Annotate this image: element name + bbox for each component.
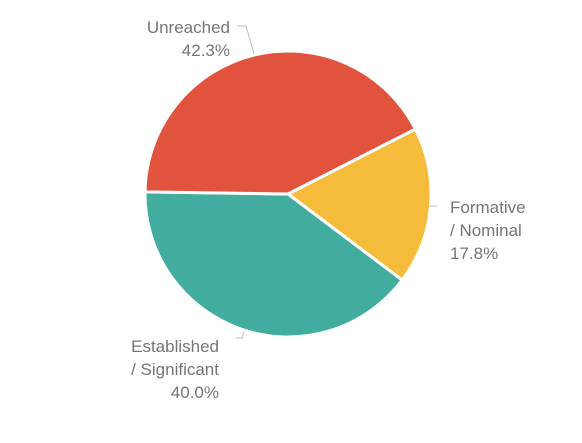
leader-line-established-significant bbox=[236, 331, 245, 339]
leader-line-unreached bbox=[237, 25, 255, 55]
slice-label-established-significant: Established / Significant 40.0% bbox=[131, 337, 219, 402]
slice-name-established-significant: Established bbox=[131, 337, 219, 356]
pie-slices bbox=[143, 49, 433, 339]
slice-percent-formative-nominal: 17.8% bbox=[450, 244, 498, 263]
pie-slice-unreached bbox=[143, 49, 417, 196]
pie-slice-established-significant bbox=[143, 190, 404, 339]
slice-labels: Formative / Nominal 17.8% Established / Sign… bbox=[131, 18, 525, 402]
slice-name-formative-nominal: / Nominal bbox=[450, 221, 522, 240]
slice-percent-established-significant: 40.0% bbox=[171, 383, 219, 402]
leader-lines bbox=[236, 25, 437, 339]
slice-name-formative-nominal: Formative bbox=[450, 198, 526, 217]
slice-label-formative-nominal: Formative / Nominal 17.8% bbox=[450, 198, 526, 263]
slice-name-established-significant: / Significant bbox=[131, 360, 219, 379]
slice-label-unreached: Unreached 42.3% bbox=[147, 18, 230, 60]
slice-percent-unreached: 42.3% bbox=[182, 41, 230, 60]
slice-name-unreached: Unreached bbox=[147, 18, 230, 37]
